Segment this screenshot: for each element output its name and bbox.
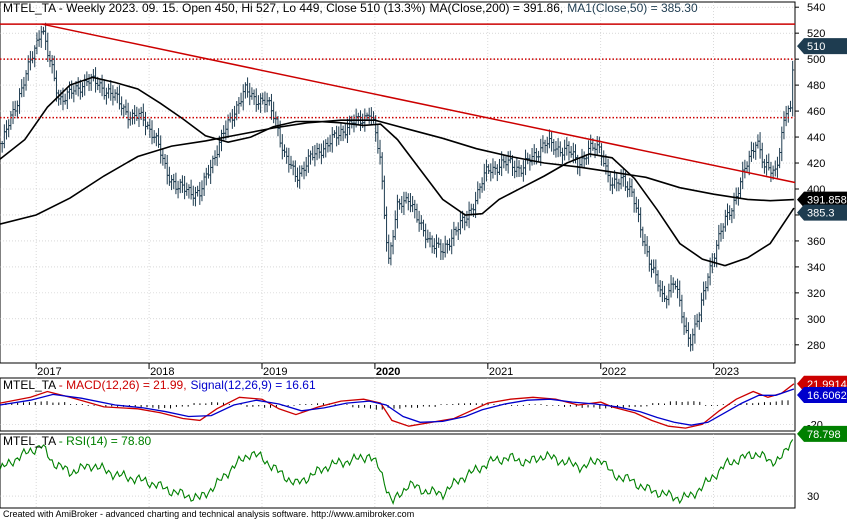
price-header: MTEL_TA - Weekly 2023. 09. 15. Open 450,… bbox=[3, 1, 698, 15]
price-ytick-label-10: 480 bbox=[807, 80, 825, 92]
rsi-frame bbox=[0, 433, 796, 509]
rsi-flag-0: 78.798 bbox=[807, 429, 841, 441]
price-flag-0: 510 bbox=[807, 41, 825, 53]
price-ytick-label-3: 340 bbox=[807, 262, 825, 274]
price-ytick-label-12: 520 bbox=[807, 28, 825, 40]
ma-line-1 bbox=[0, 76, 795, 267]
ma-line-0 bbox=[0, 119, 794, 225]
price-ytick-label-8: 440 bbox=[807, 132, 825, 144]
price-flag-1-bg bbox=[797, 191, 847, 208]
xtick-label-3: 2020 bbox=[376, 366, 400, 378]
macd-flag-1-bg bbox=[797, 386, 847, 403]
price-flag-2: 385.3 bbox=[807, 208, 835, 220]
price-panel: 2803003203403603804004204404604805005205… bbox=[0, 1, 847, 378]
rsi-flag-0-bg bbox=[797, 425, 847, 442]
price-ytick-label-13: 540 bbox=[807, 2, 825, 14]
macd-line-1 bbox=[0, 388, 795, 426]
macd-header: MTEL_TA - MACD(12,26) = 21.99, Signal(12,… bbox=[3, 378, 316, 392]
xtick-label-0: 2017 bbox=[37, 366, 61, 378]
rsi-line bbox=[0, 439, 794, 506]
trendline bbox=[41, 23, 796, 184]
xtick-label-1: 2018 bbox=[150, 366, 174, 378]
xtick-label-2: 2019 bbox=[263, 366, 287, 378]
price-ytick-label-4: 360 bbox=[807, 236, 825, 248]
price-frame bbox=[0, 1, 796, 364]
rsi-ytick-label-0: 30 bbox=[807, 491, 819, 503]
price-ytick-label-7: 420 bbox=[807, 158, 825, 170]
price-flag-2-bg bbox=[797, 204, 847, 221]
footer-credit: Created with AmiBroker - advanced charti… bbox=[3, 509, 414, 519]
xtick-label-4: 2021 bbox=[489, 366, 513, 378]
price-flag-0-bg bbox=[797, 38, 847, 55]
price-ytick-label-11: 500 bbox=[807, 54, 825, 66]
price-flag-1: 391.858 bbox=[807, 195, 847, 207]
xtick-label-5: 2022 bbox=[602, 366, 626, 378]
price-ytick-label-0: 280 bbox=[807, 340, 825, 352]
xtick-label-6: 2023 bbox=[715, 366, 739, 378]
price-ytick-label-2: 320 bbox=[807, 288, 825, 300]
price-ytick-label-9: 460 bbox=[807, 106, 825, 118]
rsi-panel: 30 78.798 bbox=[0, 425, 847, 509]
macd-flag-1: 16.6062 bbox=[807, 390, 847, 402]
rsi-header: MTEL_TA - RSI(14) = 78.80 bbox=[3, 434, 152, 448]
macd-frame bbox=[0, 377, 796, 432]
price-ytick-label-1: 300 bbox=[807, 314, 825, 326]
